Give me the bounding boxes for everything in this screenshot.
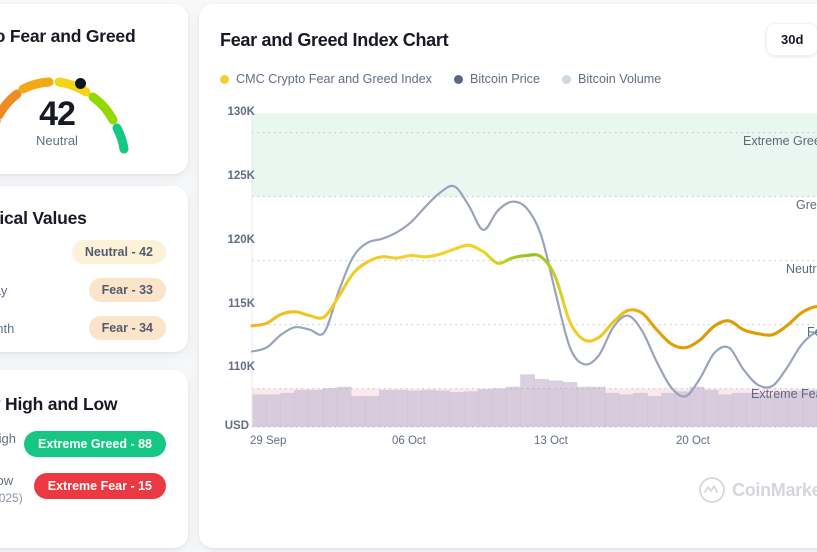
- legend-dot-bitcoin-volume: [561, 74, 571, 84]
- watermark-text: CoinMarketCap: [732, 479, 817, 500]
- chart-legend: CMC Crypto Fear and Greed Index Bitcoin …: [220, 72, 661, 86]
- chart-title: Fear and Greed Index Chart: [220, 30, 449, 50]
- y-tick-label: 125K: [227, 170, 256, 182]
- y-tick-label: 110K: [228, 361, 255, 373]
- x-tick-label: 06 Oct: [392, 435, 426, 447]
- historical-values-title: Historical Values: [0, 208, 87, 228]
- gauge-needle-dot: [75, 78, 86, 89]
- gauge-arc-svg: [0, 77, 129, 154]
- x-tick-label: 20 Oct: [676, 435, 710, 447]
- gauge-value: 42: [39, 95, 76, 133]
- fear-greed-chart-panel: Fear and Greed Index Chart 30d CMC Crypt…: [199, 4, 817, 548]
- zone-label-fear: Fear: [807, 325, 817, 339]
- yearly-low-row: Yearly Low (10 Apr 2025) Extreme Fear - …: [0, 473, 188, 505]
- zone-label-extreme-fear: Extreme Fear: [751, 387, 817, 401]
- gauge-card-title: Crypto Fear and Greed: [0, 26, 136, 46]
- x-tick-label: 29 Sep: [250, 435, 287, 447]
- legend-item-bitcoin-price[interactable]: Bitcoin Price: [453, 72, 540, 86]
- historical-row-label: Last month: [0, 320, 15, 336]
- chart-plot-area[interactable]: 130K 125K 120K 115K 110K USD 29 Sep 06 O…: [199, 99, 817, 503]
- yearly-high-low-card: Yearly High and Low Yearly High Extreme …: [0, 370, 188, 548]
- legend-label-bitcoin-volume: Bitcoin Volume: [577, 72, 662, 86]
- legend-dot-index: [220, 74, 229, 84]
- historical-row-label: Yesterday: [0, 282, 8, 298]
- historical-row-badge: Neutral - 42: [71, 240, 166, 264]
- legend-label-bitcoin-price: Bitcoin Price: [469, 72, 540, 86]
- gauge-sentiment-label: Neutral: [36, 133, 78, 148]
- sidebar: Crypto Fear and Greed 42 Neutral: [0, 0, 188, 552]
- coinmarketcap-watermark: CoinMarketCap: [699, 477, 817, 503]
- legend-label-index: CMC Crypto Fear and Greed Index: [236, 72, 432, 86]
- historical-values-card: Historical Values Now Neutral - 42 Yeste…: [0, 186, 188, 352]
- yearly-low-label: Yearly Low: [0, 473, 14, 488]
- legend-item-bitcoin-volume[interactable]: Bitcoin Volume: [561, 72, 662, 86]
- historical-row: Now Neutral - 42: [0, 237, 188, 267]
- historical-row: Yesterday Fear - 33: [0, 275, 188, 305]
- y-tick-label: 130K: [227, 106, 256, 118]
- fear-greed-gauge-card: Crypto Fear and Greed 42 Neutral: [0, 4, 188, 174]
- historical-row-badge: Fear - 33: [88, 278, 166, 302]
- coinmarketcap-logo-icon: [699, 477, 725, 503]
- yearly-high-label: Yearly High: [0, 431, 17, 446]
- fear-greed-gauge: 42 Neutral: [0, 61, 142, 157]
- zone-label-extreme-greed: Extreme Greed: [743, 134, 817, 148]
- yearly-low-badge: Extreme Fear - 15: [33, 473, 166, 499]
- y-tick-label: 115K: [228, 298, 255, 310]
- y-tick-label: 120K: [227, 234, 256, 246]
- zone-label-neutral: Neutral: [786, 262, 817, 276]
- yearly-low-date: (10 Apr 2025): [0, 491, 23, 505]
- chart-svg: [250, 107, 817, 428]
- legend-dot-bitcoin-price: [453, 74, 463, 84]
- range-selector-30d-button[interactable]: 30d: [766, 23, 817, 56]
- historical-row-badge: Fear - 34: [88, 316, 166, 340]
- yearly-high-low-title: Yearly High and Low: [0, 394, 118, 414]
- historical-row: Last month Fear - 34: [0, 313, 188, 343]
- y-axis-unit-label: USD: [224, 420, 249, 432]
- legend-item-index[interactable]: CMC Crypto Fear and Greed Index: [220, 72, 432, 86]
- yearly-high-badge: Extreme Greed - 88: [24, 431, 166, 457]
- yearly-high-row: Yearly High Extreme Greed - 88: [0, 431, 188, 457]
- zone-label-greed: Greed: [796, 198, 817, 212]
- x-tick-label: 13 Oct: [534, 435, 568, 447]
